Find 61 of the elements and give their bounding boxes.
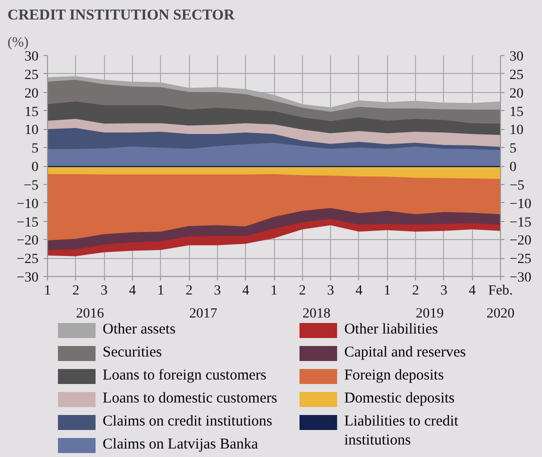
y2-tick-label: 10 <box>510 123 524 138</box>
y-tick-label: −20 <box>16 234 39 249</box>
y2-tick-label: 15 <box>510 104 524 120</box>
x-tick-label: 1 <box>384 284 391 298</box>
x-tick-label: 4 <box>468 284 476 298</box>
x-tick-label: 3 <box>440 284 448 298</box>
y-tick-label: 15 <box>24 104 38 120</box>
y2-tick-label: 20 <box>510 86 524 102</box>
x-tick-label: 1 <box>270 284 278 298</box>
text: 2016 <box>76 306 104 322</box>
y-tick-label: −15 <box>16 215 39 230</box>
legend-label: Foreign deposits <box>344 368 444 384</box>
y-axis-title: (%) <box>8 36 29 50</box>
x-tick-label: 4 <box>128 284 136 298</box>
y-tick-label: 10 <box>24 123 38 138</box>
x-tick-label: 2 <box>298 284 306 298</box>
y2-tick-label: −10 <box>510 196 532 212</box>
legend-label: Liabilities to credit institutions <box>344 414 460 449</box>
legend-label: Loans to foreign customers <box>102 368 267 384</box>
y-tick-label: −30 <box>16 270 39 286</box>
x-tick-label: 3 <box>100 284 108 298</box>
y2-tick-label: 25 <box>510 68 524 83</box>
x-tick-label: 3 <box>214 284 221 298</box>
y-tick-label: 0 <box>32 160 38 175</box>
y-tick-label: 5 <box>32 142 38 157</box>
legend-label: Claims on Latvijas Banka <box>102 436 258 452</box>
text: 2019 <box>416 306 444 322</box>
y2-tick-label: 0 <box>510 160 516 175</box>
y-tick-label: −25 <box>16 252 39 268</box>
y2-tick-label: −30 <box>510 270 532 286</box>
legend-label: Claims on credit institutions <box>102 414 272 430</box>
text: 2017 <box>189 306 218 322</box>
x-tick-label: 1 <box>157 284 164 298</box>
text: 2020 <box>486 306 514 322</box>
x-tick-label: Feb. <box>488 284 513 298</box>
y-tick-label: 20 <box>24 86 38 102</box>
x-tick-label: 2 <box>186 284 193 298</box>
y2-tick-label: −15 <box>510 215 532 230</box>
y2-tick-label: −5 <box>510 178 524 194</box>
legend-label: Domestic deposits <box>344 390 455 406</box>
x-tick-label: 4 <box>355 284 362 298</box>
y-tick-label: −10 <box>16 196 39 212</box>
x-tick-label: 4 <box>242 284 250 298</box>
y2-tick-label: 5 <box>510 142 516 157</box>
y-tick-label: −5 <box>24 178 39 194</box>
y-tick-label: 25 <box>24 68 38 83</box>
legend-label: Loans to domestic customers <box>102 390 278 406</box>
legend-label: Capital and reserves <box>344 344 466 360</box>
y2-tick-label: −25 <box>510 252 532 268</box>
y2-tick-label: 30 <box>510 50 524 64</box>
legend-label: Securities <box>102 344 162 360</box>
y2-tick-label: −20 <box>510 234 532 249</box>
x-tick-label: 1 <box>44 284 51 298</box>
legend-label: Other liabilities <box>344 322 438 338</box>
x-tick-label: 2 <box>412 284 420 298</box>
x-tick-label: 3 <box>327 284 334 298</box>
x-tick-label: 2 <box>72 284 80 298</box>
legend-label: Other assets <box>102 322 176 338</box>
y-tick-label: 30 <box>24 50 38 64</box>
chart-title: CREDIT INSTITUTION SECTOR <box>8 8 235 24</box>
text: 2018 <box>302 306 330 322</box>
